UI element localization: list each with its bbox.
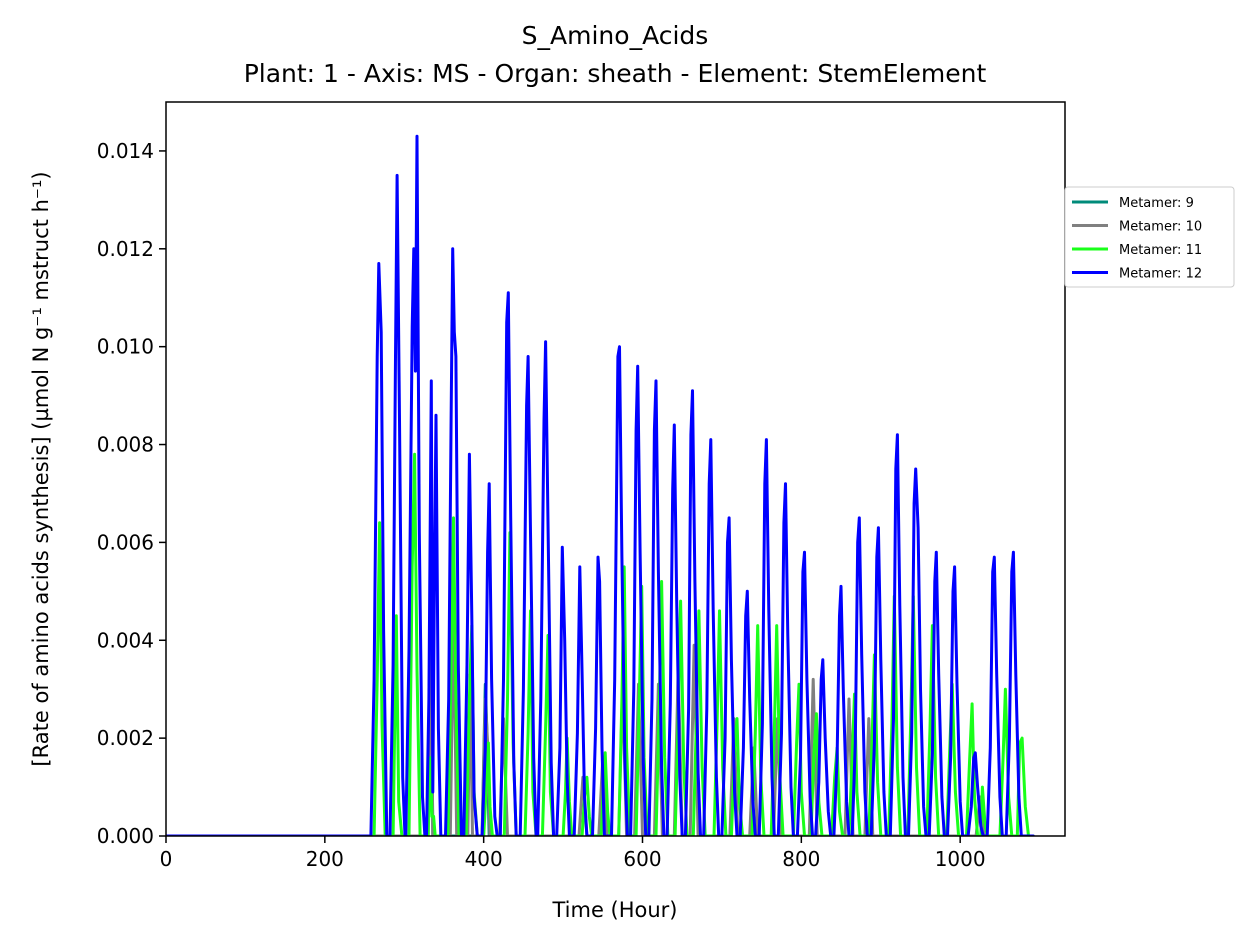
y-axis: 0.000 0.002 0.004 0.006 0.008 0.010 0.012 0.014 [97, 139, 166, 848]
y-axis-label: [Rate of amino acids synthesis] (µmol N … [29, 171, 53, 766]
chart-title: S_Amino_Acids [522, 21, 709, 50]
legend-entries: Metamer: 9 Metamer: 10 Metamer: 11 Metamer:… [1072, 196, 1202, 282]
y-tick-label: 0.004 [97, 628, 154, 652]
legend-label: Metamer: 9 [1119, 196, 1194, 211]
legend-label: Metamer: 11 [1119, 243, 1202, 258]
legend-label: Metamer: 12 [1119, 267, 1202, 282]
y-tick-label: 0.008 [97, 433, 154, 457]
y-tick-label: 0.002 [97, 726, 154, 750]
series-line-metamer-12 [166, 134, 1035, 836]
x-tick-label: 600 [623, 847, 661, 871]
series-layer [166, 134, 1035, 836]
y-tick-label: 0.010 [97, 335, 154, 359]
x-tick-label: 1000 [935, 847, 986, 871]
x-tick-label: 200 [306, 847, 344, 871]
y-tick-label: 0.014 [97, 139, 154, 163]
y-tick-label: 0.000 [97, 824, 154, 848]
legend-label: Metamer: 10 [1119, 220, 1202, 235]
x-tick-label: 800 [782, 847, 820, 871]
legend: Metamer: 9 Metamer: 10 Metamer: 11 Metamer:… [1064, 186, 1235, 288]
y-tick-label: 0.006 [97, 530, 154, 554]
plot-frame [165, 101, 1066, 837]
plot-area [165, 101, 1066, 837]
x-axis: 0 200 400 600 800 1000 [160, 836, 986, 871]
x-tick-label: 400 [465, 847, 503, 871]
legend-frame [1064, 186, 1235, 288]
x-tick-label: 0 [160, 847, 173, 871]
y-tick-label: 0.012 [97, 237, 154, 261]
x-axis-label: Time (Hour) [551, 898, 677, 922]
chart-subtitle: Plant: 1 - Axis: MS - Organ: sheath - El… [244, 59, 987, 88]
